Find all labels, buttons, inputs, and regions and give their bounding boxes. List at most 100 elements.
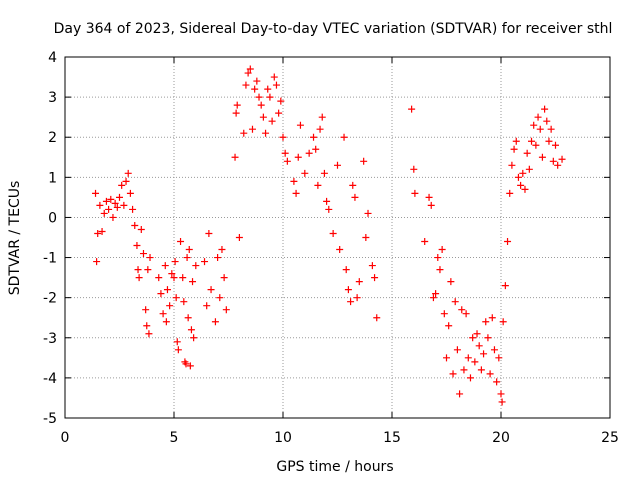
data-point (294, 153, 302, 161)
data-point (240, 129, 248, 137)
data-point (347, 298, 355, 306)
data-point (177, 238, 185, 246)
data-point (281, 149, 289, 157)
data-point (411, 189, 419, 197)
data-point (98, 227, 106, 235)
data-point (184, 314, 192, 322)
x-tick-label: 5 (170, 430, 179, 446)
data-point (251, 85, 259, 93)
data-point (499, 318, 507, 326)
data-point (342, 266, 350, 274)
data-point (272, 81, 280, 89)
data-point (523, 149, 531, 157)
data-point (257, 101, 265, 109)
data-point (94, 229, 102, 237)
axis-ticks: 0 5 10 15 20 25 -5 -4 -3 -2 -1 0 1 2 3 4 (43, 50, 619, 446)
data-point (501, 282, 509, 290)
data-point (425, 193, 433, 201)
data-point (122, 177, 130, 185)
data-point (279, 133, 287, 141)
data-point (255, 93, 263, 101)
data-point (134, 266, 142, 274)
data-point (466, 374, 474, 382)
plot-frame (64, 56, 611, 419)
data-point (362, 234, 370, 241)
data-point (334, 161, 341, 169)
data-point (408, 105, 416, 113)
data-point (170, 274, 178, 282)
y-tick-label: -4 (43, 371, 57, 387)
data-point (292, 189, 300, 197)
data-point (355, 278, 363, 286)
x-tick-label: 10 (274, 430, 292, 446)
data-point (443, 354, 450, 362)
data-point (253, 77, 261, 85)
data-point (168, 270, 176, 278)
data-point (296, 121, 304, 129)
data-point (135, 274, 143, 282)
data-point (471, 358, 479, 366)
data-point (451, 298, 459, 306)
data-point (126, 189, 134, 197)
data-point (161, 262, 169, 270)
data-point (368, 262, 376, 270)
data-point (120, 201, 128, 209)
data-point (534, 113, 542, 121)
data-point (142, 306, 150, 314)
data-point (185, 246, 193, 254)
data-point (510, 145, 518, 153)
data-point (93, 258, 101, 266)
data-point (163, 286, 171, 294)
data-point (490, 346, 498, 354)
data-point (320, 169, 328, 177)
data-point (434, 254, 442, 262)
data-point (521, 185, 529, 193)
data-point (259, 113, 267, 121)
data-point (514, 173, 522, 181)
y-tick-label: 1 (48, 170, 57, 186)
data-point (133, 242, 141, 250)
data-point (107, 195, 115, 203)
chart-title: Day 364 of 2023, Sidereal Day-to-day VTE… (54, 21, 613, 37)
data-point (410, 165, 418, 173)
data-point (222, 306, 230, 314)
data-point (275, 109, 283, 117)
data-point (432, 290, 440, 298)
data-point (246, 65, 254, 73)
data-point (532, 141, 540, 149)
data-point (207, 286, 215, 294)
data-point (314, 181, 322, 189)
data-point (283, 157, 291, 165)
data-point (364, 209, 372, 217)
data-point (497, 390, 505, 398)
data-point (482, 318, 490, 326)
data-point (436, 266, 444, 274)
data-point (458, 306, 466, 314)
grid-lines (65, 57, 610, 418)
data-point (340, 133, 348, 141)
data-point (172, 294, 180, 302)
data-point (552, 141, 559, 149)
data-point (144, 266, 152, 274)
data-point (549, 157, 557, 165)
data-point (554, 161, 562, 169)
y-tick-label: 3 (48, 90, 57, 106)
data-point (312, 145, 320, 153)
data-point (96, 201, 104, 209)
data-point (233, 101, 241, 109)
data-point (131, 221, 139, 229)
y-tick-label: 4 (48, 50, 57, 66)
data-point (166, 302, 174, 310)
y-tick-label: -2 (43, 291, 57, 307)
data-point (504, 238, 512, 246)
y-tick-label: 0 (48, 210, 57, 226)
data-point (508, 161, 516, 169)
data-point (116, 193, 123, 201)
data-point (525, 165, 533, 173)
data-point (558, 155, 566, 163)
data-point (305, 149, 313, 157)
data-point (349, 181, 357, 189)
data-point (447, 278, 455, 286)
data-point (536, 125, 544, 133)
data-point (231, 153, 239, 161)
